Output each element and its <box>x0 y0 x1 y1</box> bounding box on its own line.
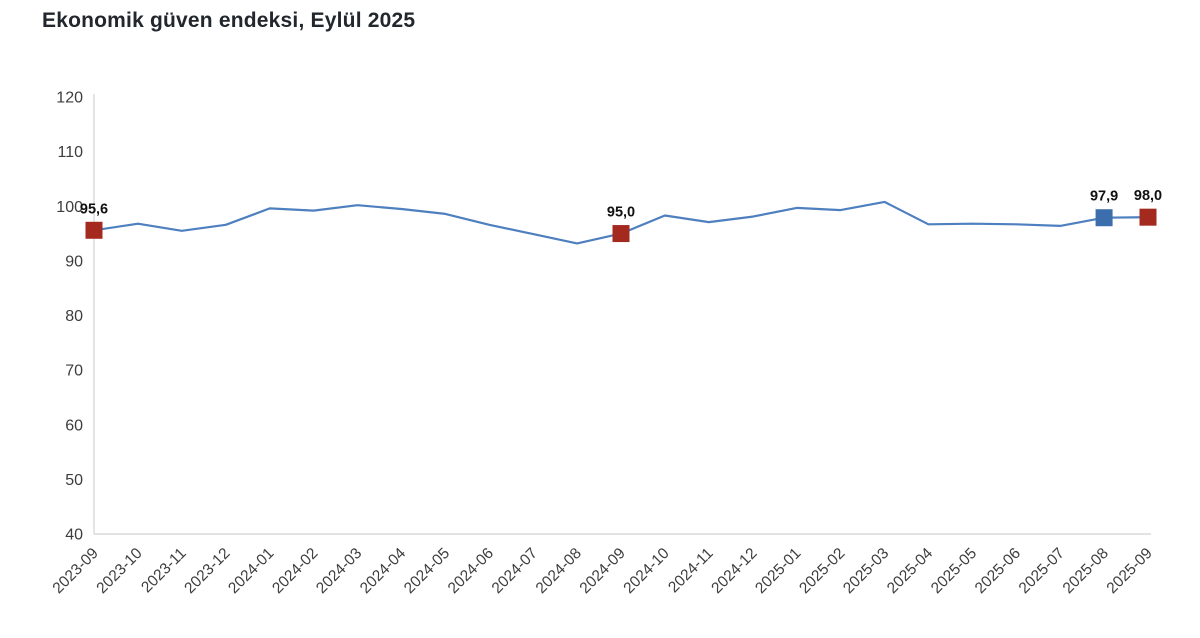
x-tick-label: 2024-03 <box>313 545 365 597</box>
x-tick-label: 2023-09 <box>50 545 102 597</box>
chart-title: Ekonomik güven endeksi, Eylül 2025 <box>42 9 416 32</box>
data-point-label: 95,6 <box>80 201 108 217</box>
y-tick-label: 100 <box>56 199 83 216</box>
x-tick-label: 2025-09 <box>1104 545 1156 597</box>
x-tick-label: 2025-06 <box>972 545 1024 597</box>
x-tick-label: 2025-04 <box>884 545 937 598</box>
x-tick-label: 2025-01 <box>752 545 804 597</box>
x-tick-label: 2024-07 <box>489 545 541 597</box>
x-tick-label: 2023-10 <box>93 545 146 598</box>
x-tick-label: 2024-12 <box>708 545 760 597</box>
x-tick-label: 2024-06 <box>445 545 497 597</box>
y-tick-label: 80 <box>65 308 83 325</box>
data-point-label: 95,0 <box>607 205 635 221</box>
x-tick-label: 2024-04 <box>357 545 410 598</box>
data-point-marker <box>1095 209 1113 227</box>
x-tick-label: 2025-05 <box>928 545 980 597</box>
x-tick-label: 2024-01 <box>225 545 277 597</box>
y-tick-label: 120 <box>56 90 83 107</box>
data-point-label: 98,0 <box>1134 188 1162 204</box>
y-tick-label: 110 <box>57 144 83 161</box>
data-point-marker <box>612 225 630 243</box>
x-tick-label: 2024-10 <box>620 545 673 598</box>
x-tick-label: 2024-08 <box>533 545 585 597</box>
y-tick-label: 70 <box>65 363 83 380</box>
x-tick-label: 2023-12 <box>181 545 233 597</box>
x-tick-label: 2025-02 <box>796 545 848 597</box>
y-tick-label: 60 <box>65 417 83 434</box>
y-tick-label: 90 <box>65 253 83 270</box>
y-tick-label: 50 <box>65 472 83 489</box>
x-tick-label: 2025-07 <box>1016 545 1068 597</box>
data-point-marker <box>1139 208 1157 226</box>
x-tick-label: 2024-11 <box>665 545 716 596</box>
data-point-label: 97,9 <box>1090 189 1118 205</box>
x-tick-label: 2025-03 <box>840 545 892 597</box>
y-tick-label: 40 <box>65 527 83 544</box>
x-tick-label: 2024-02 <box>269 545 321 597</box>
data-point-marker <box>85 221 103 239</box>
x-tick-label: 2024-05 <box>401 545 453 597</box>
x-tick-label: 2024-09 <box>577 545 629 597</box>
x-tick-label: 2025-08 <box>1060 545 1112 597</box>
x-tick-label: 2023-11 <box>138 545 189 596</box>
